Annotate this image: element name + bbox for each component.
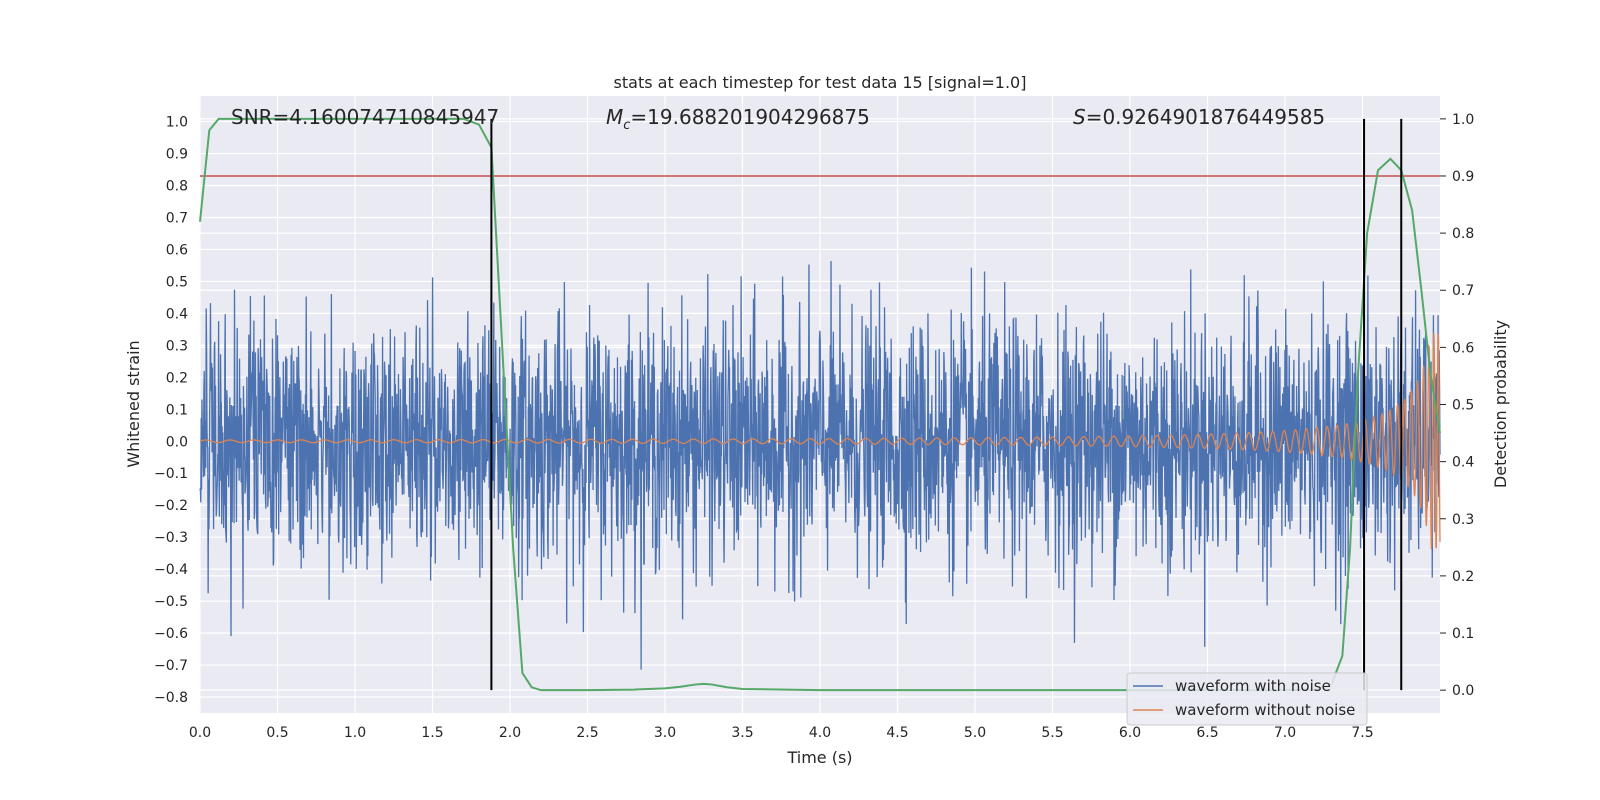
y-left-tick-labels: −0.8 −0.7 −0.6 −0.5 −0.4 −0.3 −0.2 −0.1 0.0 0.1 0.… [154,115,188,706]
y-left-tick-label: −0.3 [154,530,188,546]
s-value: =0.9264901876449585 [1086,105,1325,129]
x-tick-label: 5.0 [964,725,986,741]
x-tick-label: 4.5 [886,725,908,741]
x-tick-label: 3.5 [731,725,753,741]
y-left-tick-label: −0.5 [154,594,188,610]
chirp-mass-annotation: Mc=19.688201904296875 [606,105,870,133]
series-detection-probability [199,117,1441,692]
y-right-tick-labels: 0.0 0.1 0.2 0.3 0.4 0.5 0.6 0.7 0.8 0.9 1.0 [1440,112,1474,699]
y-left-tick-label: 1.0 [166,115,188,131]
y-left-tick-label: 0.2 [166,370,188,386]
noise-waveform-line [199,261,1441,670]
y-axis-label-left: Whitened strain [124,340,143,467]
y-left-tick-label: −0.6 [154,626,188,642]
y-left-tick-label: 0.9 [166,147,188,163]
vertical-markers [490,118,1403,691]
legend-label-waveform-without-noise: waveform without noise [1175,701,1355,719]
x-tick-label: 0.5 [266,725,288,741]
x-tick-label: 5.5 [1041,725,1063,741]
x-tick-label: 7.5 [1351,725,1373,741]
x-tick-label: 4.0 [809,725,831,741]
chirp-mass-symbol: M [606,105,623,129]
y-right-tick-label: 0.2 [1452,569,1474,585]
legend-box [1126,672,1368,726]
y-left-tick-label: −0.4 [154,562,188,578]
y-right-tick-label: 0.1 [1452,626,1474,642]
x-tick-label: 0.0 [189,725,211,741]
x-tick-label: 6.0 [1119,725,1141,741]
s-annotation: S=0.9264901876449585 [1073,105,1325,129]
legend-label-waveform-with-noise: waveform with noise [1175,677,1331,695]
clean-waveform-line [199,332,1441,550]
y-right-tick-label: 0.8 [1452,226,1474,242]
chart-title: stats at each timestep for test data 15 … [614,73,1027,92]
legend: waveform with noise waveform without noi… [1126,672,1368,726]
series-waveform-without-noise [199,332,1441,550]
chirp-mass-subscript: c [623,118,630,133]
x-tick-label: 7.0 [1274,725,1296,741]
y-left-tick-label: 0.0 [166,434,188,450]
y-right-tick-label: 0.9 [1452,169,1474,185]
y-right-tick-label: 0.3 [1452,512,1474,528]
y-left-tick-label: 0.8 [166,179,188,195]
x-tick-labels: 0.0 0.5 1.0 1.5 2.0 2.5 3.0 3.5 4.0 4.5 5.0 5.5 6.0 6… [189,725,1374,741]
y-right-tick-label: 0.0 [1452,683,1474,699]
y-left-tick-label: 0.1 [166,402,188,418]
snr-annotation: SNR=4.160074710845947 [231,105,499,129]
probability-curve [199,117,1441,692]
x-tick-label: 1.0 [344,725,366,741]
x-tick-label: 3.0 [654,725,676,741]
y-right-tick-label: 0.4 [1452,455,1474,471]
y-left-tick-label: 0.7 [166,210,188,226]
y-left-tick-label: 0.4 [166,306,188,322]
x-axis-label: Time (s) [786,748,852,767]
chirp-mass-value: =19.688201904296875 [630,105,869,129]
s-symbol: S [1073,105,1086,129]
y-right-tick-label: 1.0 [1452,112,1474,128]
y-axis-label-right: Detection probability [1491,320,1510,488]
y-left-tick-label: 0.3 [166,338,188,354]
y-left-tick-label: 0.6 [166,242,188,258]
x-tick-label: 2.0 [499,725,521,741]
x-tick-label: 6.5 [1196,725,1218,741]
y-left-tick-label: 0.5 [166,274,188,290]
y-right-tick-label: 0.7 [1452,283,1474,299]
y-right-tick-label: 0.5 [1452,398,1474,414]
y-left-tick-label: −0.7 [154,658,188,674]
x-tick-label: 2.5 [576,725,598,741]
y-left-tick-label: −0.2 [154,498,188,514]
x-tick-label: 1.5 [421,725,443,741]
series-waveform-with-noise [199,261,1441,670]
y-left-tick-label: −0.8 [154,690,188,706]
y-left-tick-label: −0.1 [154,466,188,482]
y-right-tick-label: 0.6 [1452,340,1474,356]
